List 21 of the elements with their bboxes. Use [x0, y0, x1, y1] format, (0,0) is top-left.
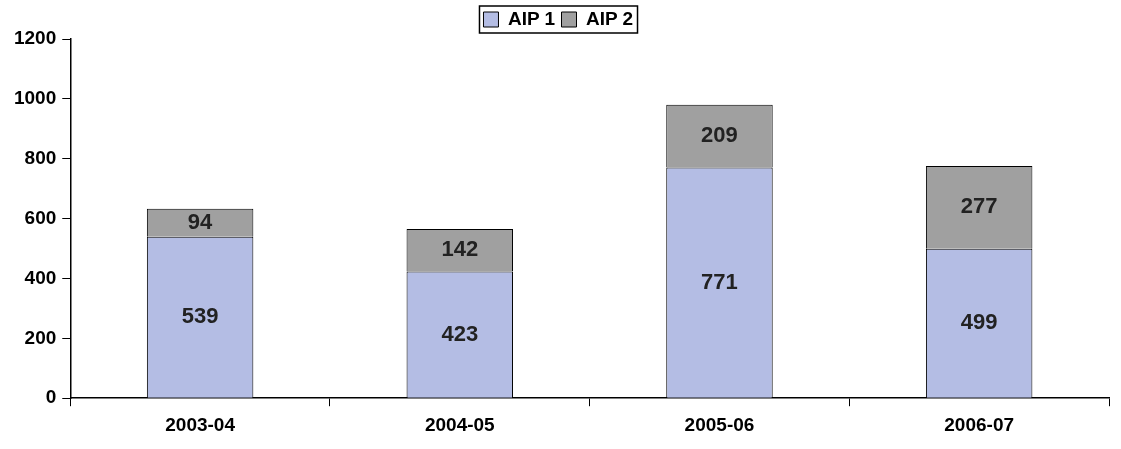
x-tick-label: 2004-05 — [424, 413, 496, 435]
x-tick-label: 2003-04 — [165, 413, 236, 435]
data-label: 423 — [441, 320, 479, 346]
y-tick-label: 0 — [45, 386, 57, 408]
data-label: 539 — [181, 303, 219, 329]
legend-label: AIP 2 — [586, 7, 634, 29]
y-tick-label: 1000 — [13, 87, 57, 109]
data-label: 209 — [701, 122, 738, 148]
x-tick-label: 2006-07 — [944, 413, 1015, 435]
y-tick-label: 600 — [24, 206, 57, 228]
data-label: 771 — [701, 268, 738, 294]
y-tick-label: 400 — [24, 266, 57, 288]
data-label: 499 — [960, 309, 998, 335]
x-tick-label: 2005-06 — [684, 413, 755, 435]
y-tick-label: 1200 — [13, 27, 57, 49]
data-label: 142 — [441, 236, 479, 262]
legend-label: AIP 1 — [507, 7, 556, 29]
y-tick-label: 800 — [24, 146, 57, 168]
data-label: 277 — [960, 193, 998, 219]
data-label: 94 — [187, 208, 214, 234]
y-tick-label: 200 — [24, 326, 57, 348]
